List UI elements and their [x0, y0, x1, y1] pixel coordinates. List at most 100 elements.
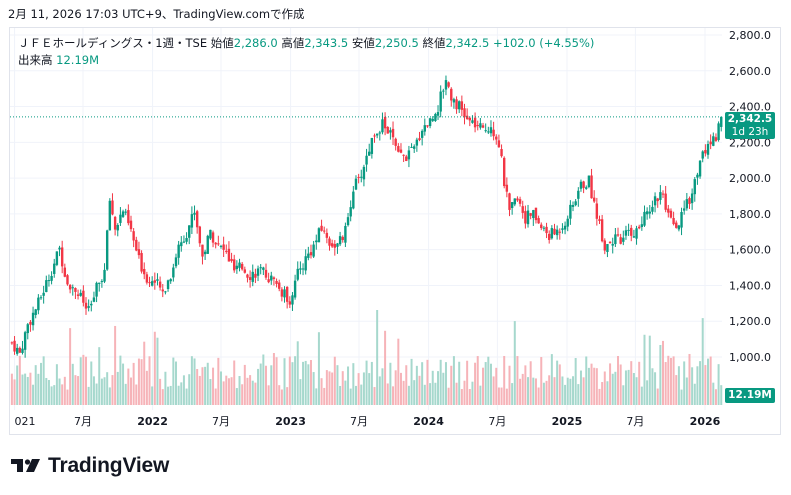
volume-bar [516, 356, 519, 405]
volume-bar [32, 384, 35, 405]
candle-body [574, 201, 577, 206]
volume-bar [47, 380, 50, 405]
candle-body [203, 251, 207, 255]
volume-bar [26, 376, 29, 405]
volume-bar [659, 344, 662, 405]
candle-body [82, 290, 85, 303]
volume-bar [648, 335, 651, 405]
volume-bar [309, 360, 312, 405]
volume-bar [66, 389, 69, 405]
candle-body [317, 228, 321, 243]
volume-bar [550, 354, 553, 405]
volume-bar [114, 325, 117, 405]
candle-body [31, 312, 35, 326]
candle-body [566, 218, 569, 227]
candle-body [243, 269, 247, 273]
candle-body [113, 216, 117, 230]
candle-body [553, 228, 556, 235]
candle-body [354, 178, 358, 190]
candle-body [296, 268, 299, 280]
candle-body [661, 193, 665, 195]
volume-bar [267, 385, 270, 405]
volume-bar [137, 358, 140, 405]
candle-body [439, 91, 442, 112]
candle-body [645, 211, 649, 215]
volume-bar [251, 380, 254, 405]
candle-body [365, 155, 368, 165]
volume-bar [77, 376, 80, 405]
candle-body [468, 117, 471, 121]
volume-bar [672, 356, 675, 405]
volume-bar [344, 380, 347, 405]
candle-body [58, 247, 61, 250]
volume-bar [534, 378, 537, 405]
volume-bar [437, 371, 440, 405]
volume-bar [691, 367, 694, 405]
volume-bar [632, 373, 635, 405]
volume-bar [214, 388, 217, 405]
volume-bar [92, 376, 95, 405]
volume-bar [622, 385, 625, 405]
candle-body [656, 198, 659, 202]
volume-bar [156, 337, 159, 405]
candle-body [436, 112, 440, 116]
volume-bar [45, 377, 48, 405]
low-value: 2,250.5 [374, 36, 419, 50]
volume-bar [177, 385, 180, 405]
volume-bar [196, 369, 199, 405]
candle-body [312, 244, 315, 257]
candle-body [521, 206, 524, 213]
candle-body [534, 207, 538, 221]
high-label: 高値 [281, 36, 305, 50]
volume-bar [286, 387, 289, 405]
last-price-badge: 2,342.5 1d 23h [725, 112, 775, 139]
candle-body [307, 253, 310, 258]
candle-body [526, 210, 530, 225]
candle-body [712, 136, 715, 146]
candle-body [545, 226, 548, 234]
volume-bar [484, 362, 487, 405]
volume-bar [471, 381, 474, 405]
candle-body [283, 289, 286, 298]
candle-body [330, 243, 334, 247]
volume-bar [452, 356, 455, 405]
volume-bar [582, 377, 585, 405]
x-tick-label: 7月 [626, 415, 644, 428]
candle-body [434, 114, 437, 121]
volume-bar [325, 370, 328, 405]
volume-bar [386, 383, 389, 405]
candle-body [29, 321, 32, 325]
volume-bar [444, 362, 447, 405]
candle-body [397, 146, 400, 152]
candle-body [442, 90, 445, 92]
candle-body [471, 120, 474, 123]
candle-body [105, 230, 109, 270]
candle-body [39, 297, 43, 299]
volume-bar [182, 375, 185, 405]
volume-bar [646, 380, 649, 405]
volume-bar [58, 378, 61, 405]
candle-body [248, 277, 252, 280]
candle-body [98, 282, 101, 284]
x-tick-label: 7月 [74, 415, 92, 428]
volume-bar [347, 366, 350, 405]
tradingview-logo[interactable]: TradingView [10, 454, 169, 478]
volume-bar [468, 389, 471, 405]
candle-body [219, 245, 223, 247]
candle-body [293, 280, 297, 298]
volume-bar [116, 371, 119, 405]
candle-body [508, 193, 511, 210]
volume-bar [275, 357, 278, 405]
volume-bar [545, 380, 548, 405]
volume-bar [124, 383, 127, 405]
candle-body [653, 196, 657, 206]
candle-body [344, 225, 347, 243]
candle-body [624, 230, 628, 236]
candle-body [394, 138, 397, 146]
volume-bar [246, 377, 249, 405]
volume-bar [640, 386, 643, 405]
candle-body [529, 213, 532, 216]
candle-body [267, 279, 270, 283]
candle-body [225, 250, 228, 252]
